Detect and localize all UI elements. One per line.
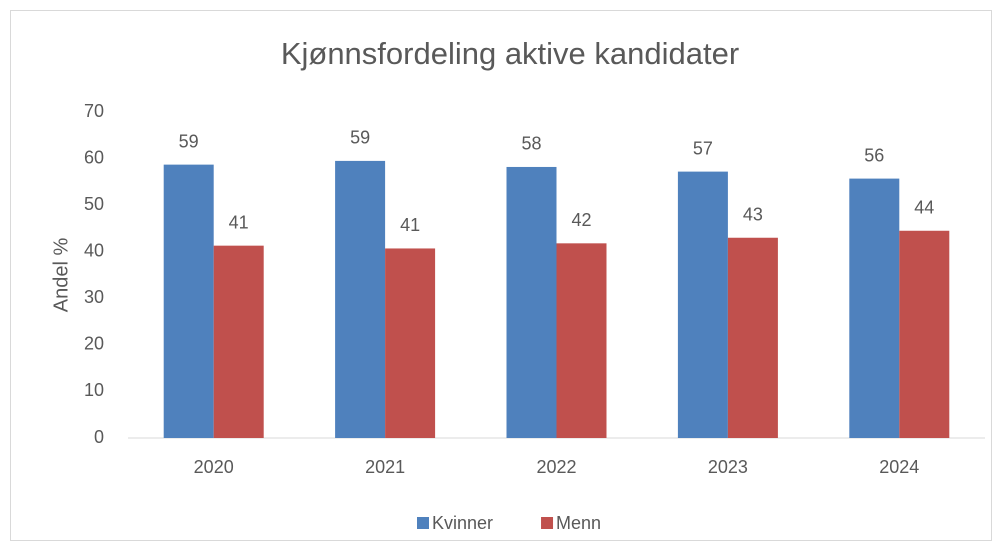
y-tick-label: 20 bbox=[84, 334, 104, 354]
chart-title: Kjønnsfordeling aktive kandidater bbox=[281, 36, 739, 71]
bar bbox=[213, 245, 264, 438]
data-label: 41 bbox=[400, 215, 420, 235]
y-tick-label: 10 bbox=[84, 380, 104, 400]
bar bbox=[556, 243, 607, 438]
x-tick-label: 2022 bbox=[536, 457, 576, 477]
bar bbox=[506, 166, 557, 438]
y-tick-label: 0 bbox=[94, 427, 104, 447]
data-label: 42 bbox=[571, 210, 591, 230]
bar bbox=[727, 237, 778, 438]
legend-label: Kvinner bbox=[432, 513, 493, 533]
bar bbox=[385, 248, 436, 438]
chart-frame bbox=[10, 10, 992, 541]
data-label: 56 bbox=[864, 145, 884, 165]
x-tick-label: 2020 bbox=[194, 457, 234, 477]
y-tick-label: 60 bbox=[84, 147, 104, 167]
bar bbox=[849, 178, 900, 438]
y-axis-label: Andel % bbox=[50, 238, 72, 313]
data-label: 58 bbox=[521, 134, 541, 154]
x-tick-label: 2024 bbox=[879, 457, 919, 477]
y-tick-label: 30 bbox=[84, 287, 104, 307]
bar bbox=[677, 171, 728, 438]
y-tick-label: 70 bbox=[84, 101, 104, 121]
x-tick-label: 2023 bbox=[708, 457, 748, 477]
legend-swatch bbox=[417, 517, 429, 529]
legend-label: Menn bbox=[556, 513, 601, 533]
data-label: 43 bbox=[743, 204, 763, 224]
data-label: 41 bbox=[229, 212, 249, 232]
bar bbox=[899, 230, 950, 438]
bar bbox=[335, 160, 386, 438]
bar bbox=[163, 164, 214, 438]
data-label: 57 bbox=[693, 138, 713, 158]
data-label: 59 bbox=[350, 128, 370, 148]
data-label: 44 bbox=[914, 198, 934, 218]
legend-swatch bbox=[541, 517, 554, 529]
x-tick-label: 2021 bbox=[365, 457, 405, 477]
y-tick-label: 40 bbox=[84, 240, 104, 260]
data-label: 59 bbox=[179, 131, 199, 151]
y-tick-label: 50 bbox=[84, 194, 104, 214]
